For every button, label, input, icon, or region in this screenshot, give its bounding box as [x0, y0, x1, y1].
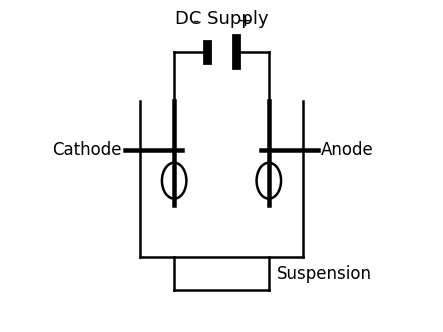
Text: +: +	[237, 12, 252, 30]
Text: Cathode: Cathode	[52, 141, 122, 159]
Text: Anode: Anode	[321, 141, 374, 159]
Text: -: -	[192, 12, 198, 30]
Text: Suspension: Suspension	[277, 265, 372, 283]
Text: DC Supply: DC Supply	[175, 10, 268, 28]
